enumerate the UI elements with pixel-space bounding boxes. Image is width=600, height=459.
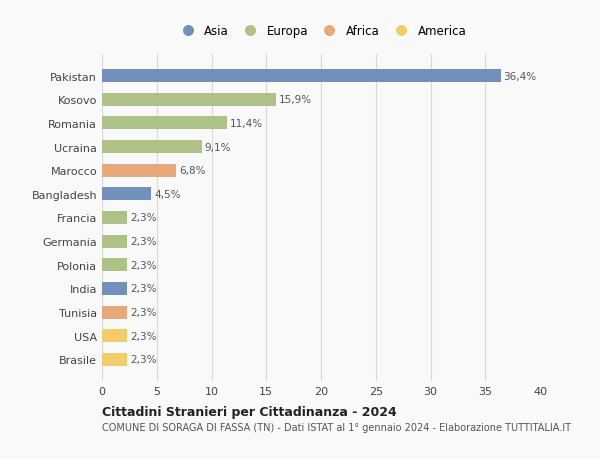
Bar — [102, 259, 127, 272]
Bar — [102, 164, 176, 177]
Text: 11,4%: 11,4% — [230, 118, 263, 129]
Bar — [102, 70, 500, 83]
Text: 9,1%: 9,1% — [205, 142, 231, 152]
Bar — [102, 212, 127, 224]
Text: 36,4%: 36,4% — [503, 72, 536, 81]
Bar — [102, 330, 127, 342]
Legend: Asia, Europa, Africa, America: Asia, Europa, Africa, America — [176, 25, 466, 38]
Text: 2,3%: 2,3% — [130, 355, 157, 364]
Text: Cittadini Stranieri per Cittadinanza - 2024: Cittadini Stranieri per Cittadinanza - 2… — [102, 405, 397, 419]
Bar — [102, 188, 151, 201]
Text: COMUNE DI SORAGA DI FASSA (TN) - Dati ISTAT al 1° gennaio 2024 - Elaborazione TU: COMUNE DI SORAGA DI FASSA (TN) - Dati IS… — [102, 423, 571, 432]
Text: 2,3%: 2,3% — [130, 308, 157, 318]
Bar — [102, 282, 127, 295]
Text: 2,3%: 2,3% — [130, 213, 157, 223]
Bar — [102, 306, 127, 319]
Bar — [102, 94, 276, 106]
Text: 4,5%: 4,5% — [154, 190, 181, 199]
Text: 15,9%: 15,9% — [279, 95, 312, 105]
Bar — [102, 235, 127, 248]
Bar — [102, 353, 127, 366]
Bar — [102, 141, 202, 154]
Text: 2,3%: 2,3% — [130, 331, 157, 341]
Text: 2,3%: 2,3% — [130, 284, 157, 294]
Bar — [102, 117, 227, 130]
Text: 2,3%: 2,3% — [130, 260, 157, 270]
Text: 2,3%: 2,3% — [130, 237, 157, 246]
Text: 6,8%: 6,8% — [179, 166, 206, 176]
